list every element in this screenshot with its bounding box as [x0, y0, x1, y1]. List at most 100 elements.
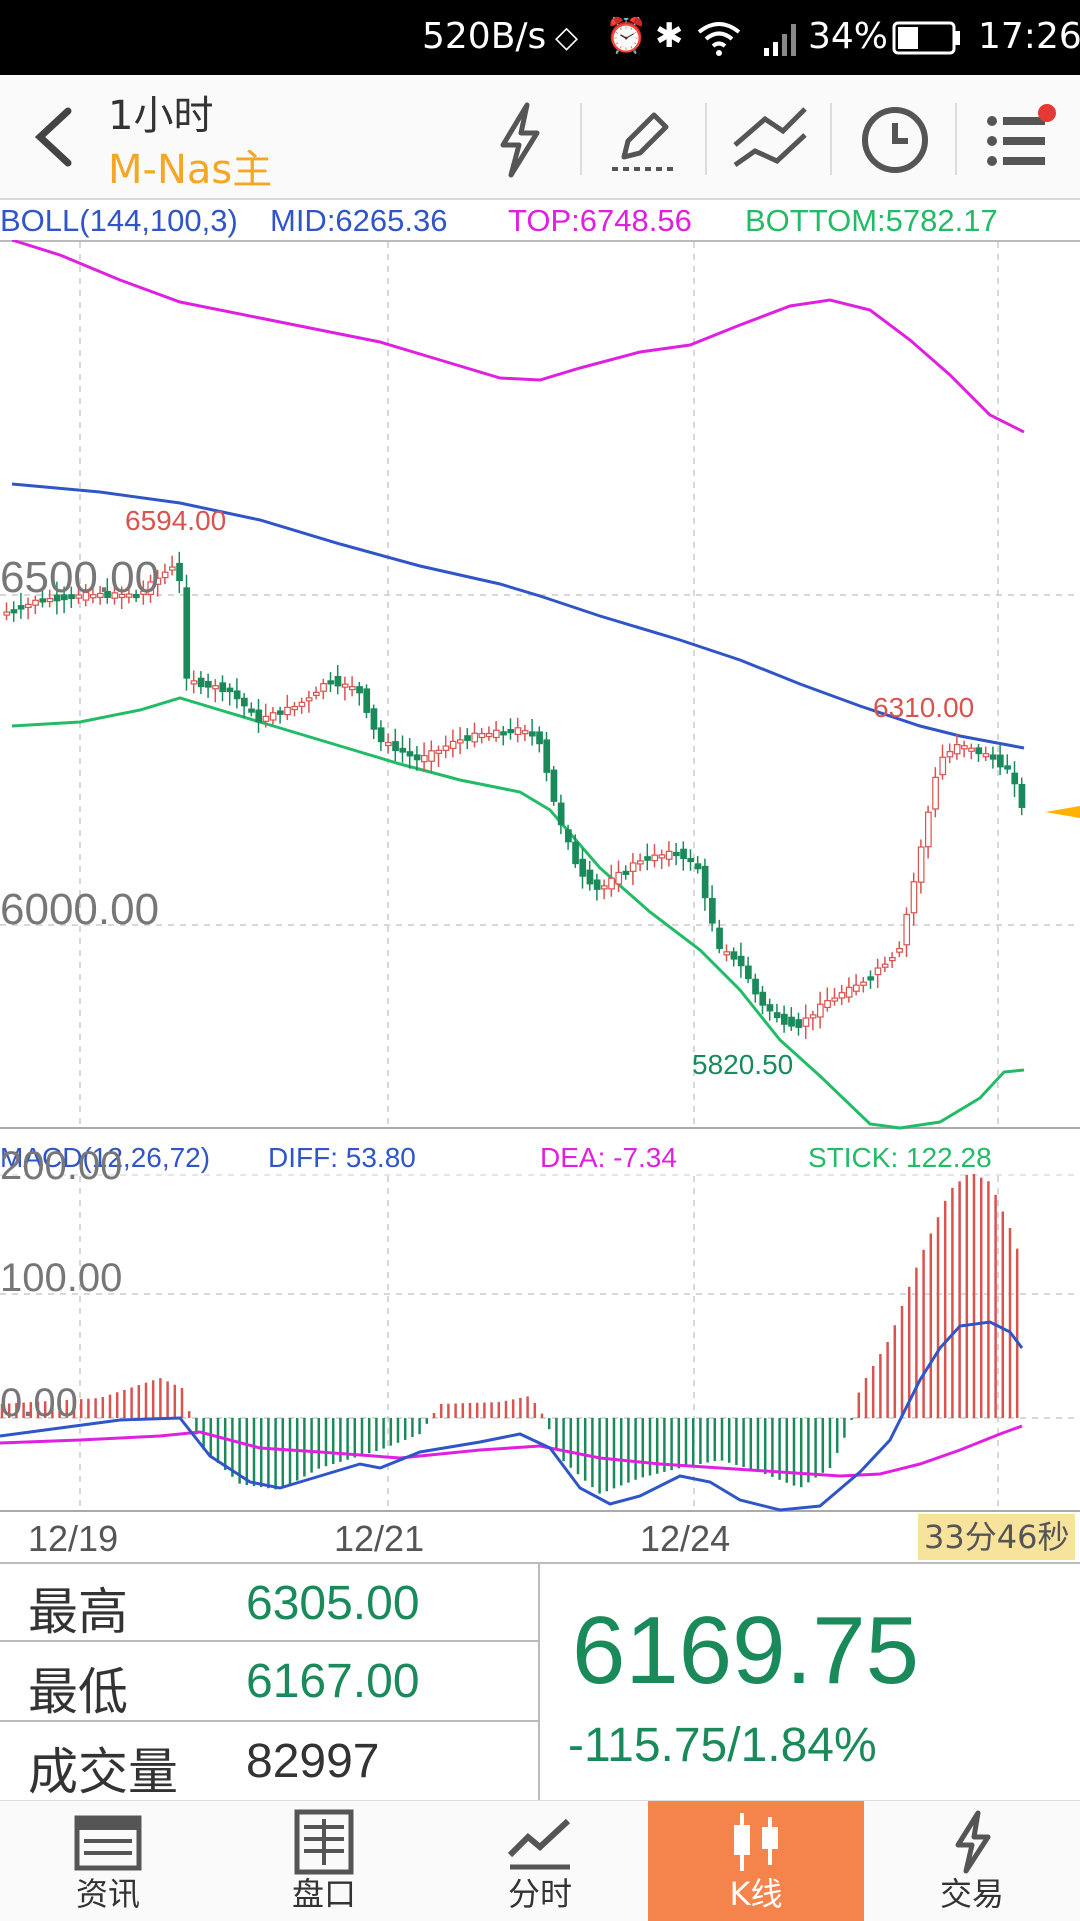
app-header: 1小时 M-Nas主 — [0, 75, 1080, 200]
candle — [392, 741, 399, 752]
candle — [564, 829, 572, 843]
candle — [269, 712, 277, 721]
candle — [478, 733, 486, 739]
candle — [550, 769, 558, 802]
candle — [543, 739, 551, 773]
candle — [435, 749, 443, 754]
macd-diff: DIFF: 53.80 — [268, 1142, 416, 1173]
candle — [334, 676, 342, 687]
battery-icon — [892, 21, 960, 55]
divider — [830, 103, 832, 175]
candle — [284, 706, 291, 716]
tab-kline[interactable]: K线 — [648, 1801, 864, 1921]
candle — [60, 594, 68, 601]
bluetooth-icon: ✱ — [655, 16, 684, 56]
candle — [644, 856, 651, 861]
candle — [377, 727, 385, 743]
candle — [183, 587, 191, 679]
candle — [845, 986, 853, 998]
candle — [514, 727, 522, 735]
candle — [708, 897, 716, 924]
clock: 17:26 — [978, 16, 1080, 57]
boll-bottom-line — [11, 696, 1025, 1130]
candle — [636, 860, 644, 865]
volume-value: 82997 — [246, 1735, 380, 1788]
candle — [349, 686, 356, 691]
tab-orderbook[interactable]: 盘口 — [216, 1801, 432, 1921]
candle — [903, 913, 911, 946]
macd-chart[interactable] — [0, 1130, 1080, 1512]
candle — [363, 688, 371, 713]
boll-mid: MID:6265.36 — [270, 203, 448, 238]
indicator-lines-icon[interactable] — [725, 95, 815, 185]
high-label: 最高 — [28, 1583, 128, 1641]
candle — [442, 745, 450, 751]
symbol-title[interactable]: M-Nas主 — [108, 147, 273, 193]
tab-trade[interactable]: 交易 — [864, 1801, 1080, 1921]
candle — [428, 750, 435, 762]
candle — [104, 590, 111, 598]
boll-label: BOLL(144,100,3) — [0, 203, 238, 238]
candle — [1018, 783, 1026, 808]
clock-icon[interactable] — [850, 95, 940, 185]
candle — [10, 609, 18, 614]
candle — [989, 754, 997, 760]
candle — [291, 705, 299, 711]
candle — [579, 858, 587, 877]
back-icon[interactable] — [28, 105, 78, 169]
macd-stick: STICK: 122.28 — [808, 1142, 992, 1173]
candle — [816, 1003, 824, 1018]
divider — [705, 103, 707, 175]
candle — [572, 841, 579, 865]
timeshare-icon — [507, 1818, 571, 1870]
candle — [802, 1017, 810, 1027]
last-price: 6169.75 — [572, 1597, 920, 1704]
candle — [406, 751, 414, 757]
low-label: 最低 — [28, 1663, 128, 1721]
candle — [305, 697, 313, 702]
tab-timeshare[interactable]: 分时 — [432, 1801, 648, 1921]
candle — [665, 850, 673, 860]
candle — [226, 687, 234, 693]
menu-icon[interactable] — [975, 95, 1065, 185]
price-level-label: 6500.00 — [0, 553, 160, 602]
candle — [694, 863, 702, 870]
candle — [687, 857, 695, 863]
candle — [932, 776, 939, 810]
candle — [176, 562, 183, 582]
tab-label: 分时 — [507, 1875, 572, 1913]
candle — [140, 590, 147, 595]
candle — [17, 605, 25, 610]
flash-icon[interactable] — [475, 95, 565, 185]
divider — [580, 103, 582, 175]
draw-pen-icon[interactable] — [598, 95, 688, 185]
candle — [852, 984, 860, 992]
macd-axis-label: 100.00 — [0, 1256, 123, 1300]
candle — [154, 577, 162, 585]
candle — [744, 965, 752, 980]
candle — [528, 731, 536, 737]
candle — [205, 680, 212, 688]
candle — [809, 1014, 817, 1019]
candle — [716, 927, 723, 949]
candle — [262, 715, 270, 722]
candle — [672, 851, 680, 857]
candle — [759, 991, 767, 1006]
candle — [968, 747, 975, 752]
candle — [197, 677, 205, 688]
candlestick-chart[interactable] — [0, 240, 1080, 1130]
candle — [125, 593, 133, 598]
candle — [385, 741, 392, 747]
alarm-icon: ⏰ — [605, 16, 648, 56]
candle — [493, 729, 500, 739]
candle — [795, 1019, 803, 1028]
interval-selector[interactable]: 1小时 — [108, 93, 214, 139]
candle — [910, 881, 918, 914]
candle — [824, 1000, 831, 1009]
candle — [737, 955, 745, 967]
candle — [860, 981, 867, 986]
price-change: -115.75/1.84% — [568, 1719, 877, 1772]
tab-news[interactable]: 资讯 — [0, 1801, 216, 1921]
candle — [39, 598, 47, 603]
candle — [471, 732, 479, 743]
